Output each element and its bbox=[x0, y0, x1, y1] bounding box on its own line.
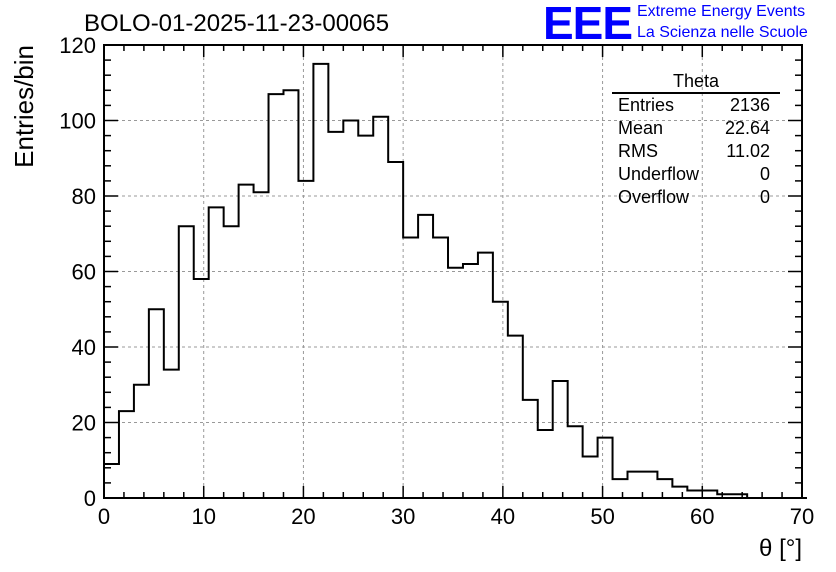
histogram-series bbox=[104, 62, 807, 499]
histogram-bin bbox=[642, 472, 657, 498]
histogram-bin bbox=[478, 253, 493, 498]
stats-row-mean: Mean 22.64 bbox=[612, 117, 780, 140]
y-tick-label: 80 bbox=[72, 184, 96, 209]
histogram-bin bbox=[239, 185, 254, 498]
histogram-bin bbox=[448, 268, 463, 498]
x-tick-label: 50 bbox=[590, 504, 614, 529]
histogram-bin bbox=[568, 426, 583, 498]
histogram-bin bbox=[224, 226, 239, 498]
y-tick-label: 40 bbox=[72, 335, 96, 360]
histogram-bin bbox=[388, 162, 403, 498]
histogram-bin bbox=[538, 430, 553, 498]
grid bbox=[104, 45, 802, 498]
histogram-bin bbox=[283, 90, 298, 498]
histogram-bin bbox=[254, 192, 269, 498]
x-axis-label: θ [°] bbox=[759, 535, 802, 562]
stats-row-rms: RMS 11.02 bbox=[612, 140, 780, 163]
histogram-bin bbox=[418, 215, 433, 498]
eee-logo: EEE bbox=[543, 0, 633, 49]
stats-value: 0 bbox=[759, 187, 770, 207]
chart-title: BOLO-01-2025-11-23-00065 bbox=[84, 10, 390, 37]
stats-label: RMS bbox=[618, 141, 658, 161]
histogram-bin bbox=[328, 132, 343, 498]
histogram-bin bbox=[119, 411, 134, 498]
histogram-bin bbox=[657, 479, 672, 498]
histogram-bin bbox=[313, 64, 328, 498]
tick-labels: 0 10 20 30 40 50 60 70 0 20 40 60 80 100 120 bbox=[59, 33, 814, 529]
histogram-bin bbox=[403, 238, 418, 498]
histogram-bin bbox=[702, 490, 717, 498]
histogram-bin bbox=[672, 487, 687, 498]
histogram-bin bbox=[613, 479, 628, 498]
histogram-bin bbox=[298, 181, 313, 498]
x-tick-label: 0 bbox=[98, 504, 110, 529]
stats-row-entries: Entries 2136 bbox=[612, 94, 780, 117]
histogram-bin bbox=[433, 238, 448, 498]
stats-value: 22.64 bbox=[724, 118, 770, 138]
stats-value: 2136 bbox=[729, 95, 770, 115]
histogram-bin bbox=[463, 264, 478, 498]
histogram-bin bbox=[269, 94, 284, 498]
histogram-bin bbox=[717, 494, 732, 498]
histogram-bin bbox=[179, 226, 194, 498]
stats-box: Theta Entries 2136 Mean 22.64 RMS 11.02 … bbox=[612, 70, 780, 209]
stats-label: Mean bbox=[618, 118, 664, 138]
histogram-bin bbox=[194, 279, 209, 498]
histogram-bin bbox=[687, 490, 702, 498]
x-tick-label: 30 bbox=[391, 504, 415, 529]
histogram-bin bbox=[732, 494, 747, 498]
stats-value: 0 bbox=[759, 164, 770, 184]
histogram-bin bbox=[523, 400, 538, 498]
logo-line-1: Extreme Energy Events bbox=[637, 3, 806, 20]
x-tick-label: 70 bbox=[790, 504, 814, 529]
stats-title: Theta bbox=[612, 70, 780, 94]
histogram-bin bbox=[373, 117, 388, 498]
y-tick-label: 20 bbox=[72, 411, 96, 436]
histogram-bin bbox=[104, 464, 119, 498]
histogram-bin bbox=[493, 302, 508, 498]
plot-frame bbox=[103, 44, 803, 499]
histogram-bin bbox=[628, 472, 643, 498]
y-tick-label: 120 bbox=[59, 33, 96, 58]
x-tick-label: 10 bbox=[191, 504, 215, 529]
histogram-bin bbox=[134, 385, 149, 498]
y-tick-label: 0 bbox=[84, 486, 96, 511]
histogram-bin bbox=[149, 309, 164, 498]
histogram-bin bbox=[508, 336, 523, 498]
logo-line-2: La Scienza nelle Scuole bbox=[637, 24, 808, 41]
stats-value: 11.02 bbox=[726, 141, 770, 161]
y-tick-label: 100 bbox=[59, 109, 96, 134]
histogram-bin bbox=[343, 121, 358, 499]
histogram-bin bbox=[164, 370, 179, 498]
x-tick-label: 40 bbox=[491, 504, 515, 529]
x-tick-label: 20 bbox=[291, 504, 315, 529]
histogram-bin bbox=[209, 207, 224, 498]
stats-label: Entries bbox=[618, 95, 675, 115]
stats-row-underflow: Underflow 0 bbox=[612, 163, 780, 186]
y-tick-label: 60 bbox=[72, 260, 96, 285]
histogram-bin bbox=[553, 381, 568, 498]
stats-label: Overflow bbox=[618, 187, 690, 207]
histogram-bin bbox=[583, 456, 598, 498]
histogram-bin bbox=[358, 136, 373, 498]
histogram-bin bbox=[598, 438, 613, 498]
stats-row-overflow: Overflow 0 bbox=[612, 186, 780, 209]
x-tick-label: 60 bbox=[690, 504, 714, 529]
stats-label: Underflow bbox=[618, 164, 700, 184]
y-axis-label: Entries/bin bbox=[9, 45, 39, 168]
